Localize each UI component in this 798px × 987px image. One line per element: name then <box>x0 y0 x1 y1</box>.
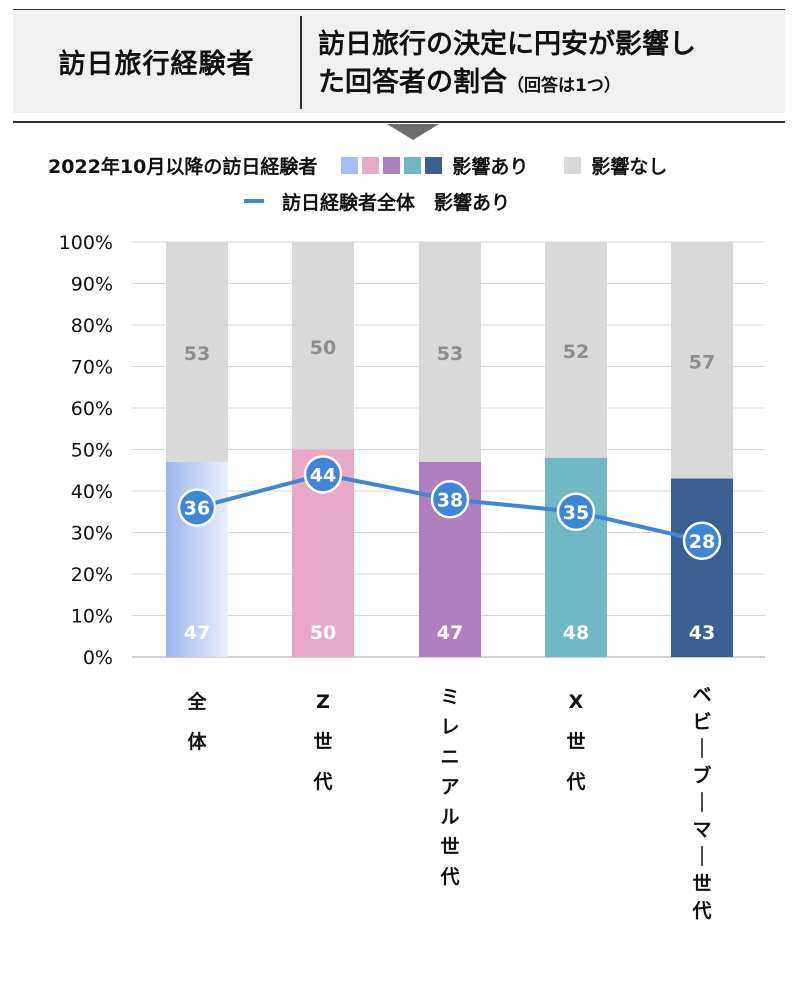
bar-not-affected-label: 53 <box>184 343 210 365</box>
y-tick-label: 40% <box>71 481 113 503</box>
bar-not-affected <box>292 242 354 450</box>
y-tick-label: 70% <box>71 357 113 379</box>
line-point-label: 44 <box>310 464 336 486</box>
legend-group-label: 2022年10月以降の訪日経験者 <box>48 155 318 178</box>
bar-affected-label: 50 <box>310 622 336 644</box>
line-point-label: 38 <box>437 489 463 511</box>
line-point <box>682 521 722 561</box>
x-category-label: ミレニアル世代 <box>440 686 460 888</box>
bar-not-affected-label: 53 <box>437 343 463 365</box>
y-tick-label: 50% <box>71 440 113 462</box>
legend-swatch-not-affected <box>564 156 582 174</box>
legend-swatch-genx <box>404 156 422 174</box>
y-tick-label: 80% <box>71 315 113 337</box>
legend-swatch-boomer <box>425 156 443 174</box>
legend-line-label: 訪日経験者全体 影響あり <box>282 191 511 214</box>
down-arrow-icon <box>387 124 439 140</box>
header-top-rule <box>13 9 785 10</box>
y-tick-label: 0% <box>83 647 113 669</box>
legend-swatch-millennial <box>383 156 401 174</box>
legend-affected-label: 影響あり <box>452 155 529 178</box>
header-bottom-rule <box>13 121 785 123</box>
header-right-title: 訪日旅行の決定に円安が影響し た回答者の割合（回答は1つ） <box>318 26 778 105</box>
bar-affected-label: 43 <box>689 622 715 644</box>
line-point <box>556 492 596 531</box>
bar-not-affected <box>671 242 733 479</box>
y-tick-label: 60% <box>71 398 113 420</box>
legend-row-1: 2022年10月以降の訪日経験者 影響あり 影響なし <box>48 152 667 178</box>
y-tick-label: 30% <box>71 523 113 545</box>
legend-not-affected-label: 影響なし <box>591 155 668 178</box>
header-box: 訪日旅行経験者 訪日旅行の決定に円安が影響し た回答者の割合（回答は1つ） <box>13 10 785 113</box>
line-point <box>430 480 470 519</box>
bar-not-affected-label: 50 <box>310 337 336 359</box>
y-tick-label: 20% <box>71 564 113 586</box>
legend-swatch-all <box>341 156 359 174</box>
line-point-label: 35 <box>563 502 589 524</box>
x-category-label: ベビ｜ブ｜マ｜世代 <box>692 684 712 922</box>
bar-affected-label: 47 <box>184 622 210 644</box>
line-point-label: 36 <box>184 498 210 520</box>
legend-row-2: 訪日経験者全体 影響あり <box>244 188 510 214</box>
line-point <box>177 488 217 527</box>
header-right-note: （回答は1つ） <box>507 76 621 96</box>
legend-line-swatch <box>244 199 264 203</box>
y-tick-label: 100% <box>59 232 113 254</box>
line-point <box>303 455 343 494</box>
header-divider <box>300 16 302 109</box>
header-left-title: 訪日旅行経験者 <box>58 49 255 80</box>
header-right-line2: た回答者の割合 <box>318 67 507 98</box>
y-tick-label: 10% <box>71 606 113 628</box>
stacked-bar-chart: 0% 10% 20% 30% 40% 50% 60% 70% 80% 90% 100% 53 47 50 5… <box>59 232 765 669</box>
bar-affected <box>671 478 733 657</box>
bar-affected-label: 48 <box>563 622 589 644</box>
bar-affected-label: 47 <box>437 622 463 644</box>
bar-not-affected <box>166 242 228 462</box>
line-point-label: 28 <box>689 531 715 553</box>
legend-swatch-genz <box>362 156 380 174</box>
header-right-line1: 訪日旅行の決定に円安が影響し <box>318 29 696 60</box>
bar-not-affected <box>545 242 607 458</box>
bar-not-affected-label: 52 <box>563 341 589 363</box>
x-category-label: 全体 <box>187 691 207 753</box>
bar-not-affected <box>419 242 481 462</box>
bar-affected <box>545 457 607 657</box>
y-tick-label: 90% <box>71 274 113 296</box>
bar-not-affected-label: 57 <box>689 351 715 373</box>
